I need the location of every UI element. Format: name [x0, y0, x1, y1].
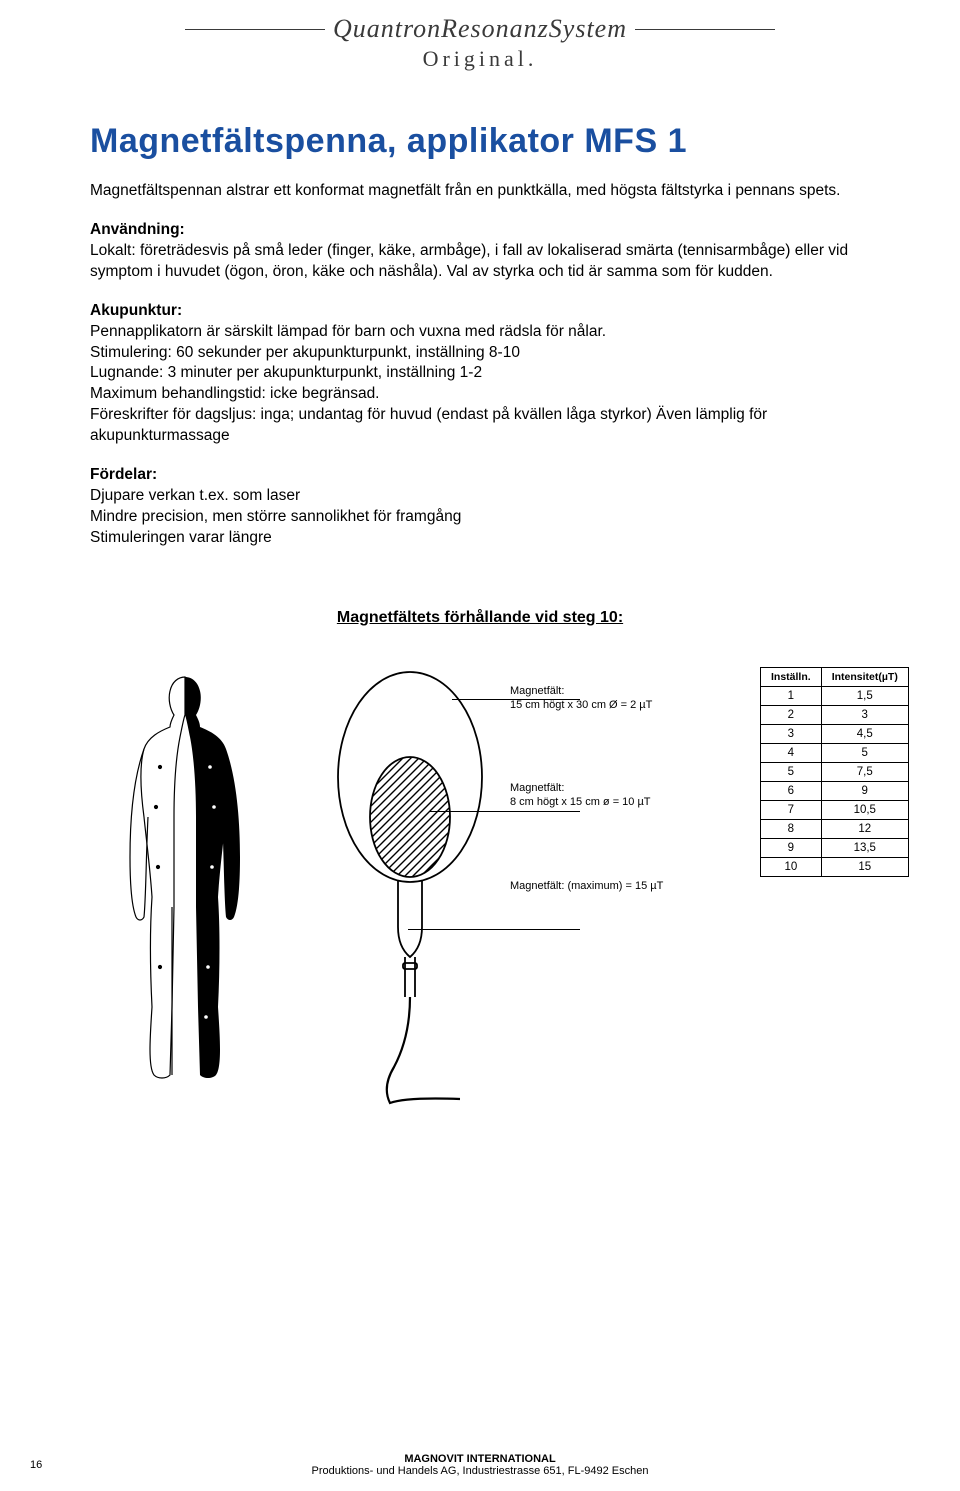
usage-heading: Användning: — [90, 221, 185, 238]
table-cell: 7,5 — [821, 762, 908, 781]
label-inner-text: 8 cm högt x 15 cm ø = 10 µT — [510, 796, 651, 808]
usage-text: Lokalt: företrädesvis på små leder (fing… — [90, 242, 848, 280]
label-inner-title: Magnetfält: — [510, 782, 730, 796]
footer: MAGNOVIT INTERNATIONAL Produktions- und … — [0, 1453, 960, 1477]
table-row: 913,5 — [761, 838, 909, 857]
adv-l3: Stimuleringen varar längre — [90, 529, 272, 546]
table-cell: 5 — [761, 762, 822, 781]
brand-header: QuantronResonanzSystem Original. — [0, 0, 960, 72]
table-h2: Intensitet(µT) — [821, 667, 908, 686]
table-row: 23 — [761, 705, 909, 724]
leader-outer — [452, 699, 580, 700]
table-cell: 13,5 — [821, 838, 908, 857]
label-outer-title: Magnetfält: — [510, 685, 730, 699]
table-row: 34,5 — [761, 724, 909, 743]
leader-max — [408, 929, 580, 930]
akupunktur-block: Akupunktur: Pennapplikatorn är särskilt … — [90, 301, 870, 447]
figure-labels: Magnetfält: 15 cm högt x 30 cm Ø = 2 µT … — [510, 667, 730, 964]
table-cell: 5 — [821, 743, 908, 762]
table-row: 11,5 — [761, 686, 909, 705]
table-row: 1015 — [761, 857, 909, 876]
figure-heading: Magnetfältets förhållande vid steg 10: — [90, 609, 870, 627]
intensity-table-wrap: Inställn. Intensitet(µT) 11,52334,54557,… — [760, 667, 909, 877]
usage-block: Användning: Lokalt: företrädesvis på små… — [90, 220, 870, 283]
table-cell: 7 — [761, 800, 822, 819]
figure-wrap: Magnetfält: 15 cm högt x 30 cm Ø = 2 µT … — [90, 667, 870, 1112]
table-cell: 4,5 — [821, 724, 908, 743]
adv-l2: Mindre precision, men större sannolikhet… — [90, 508, 461, 525]
brand-line1: QuantronResonanzSystem — [333, 14, 627, 44]
aku-l5: Föreskrifter för dagsljus: inga; undanta… — [90, 406, 767, 444]
table-cell: 12 — [821, 819, 908, 838]
advantages-block: Fördelar: Djupare verkan t.ex. som laser… — [90, 465, 870, 549]
label-outer-text: 15 cm högt x 30 cm Ø = 2 µT — [510, 699, 652, 711]
intro-paragraph: Magnetfältspennan alstrar ett konformat … — [90, 181, 870, 202]
table-cell: 1 — [761, 686, 822, 705]
aku-l4: Maximum behandlingstid: icke begränsad. — [90, 385, 380, 402]
table-cell: 6 — [761, 781, 822, 800]
table-cell: 10,5 — [821, 800, 908, 819]
leader-inner — [430, 811, 580, 812]
table-cell: 15 — [821, 857, 908, 876]
adv-l1: Djupare verkan t.ex. som laser — [90, 487, 300, 504]
table-row: 57,5 — [761, 762, 909, 781]
table-cell: 4 — [761, 743, 822, 762]
body-diagram — [100, 667, 270, 1092]
table-row: 710,5 — [761, 800, 909, 819]
footer-l1: MAGNOVIT INTERNATIONAL — [0, 1453, 960, 1465]
table-row: 69 — [761, 781, 909, 800]
table-cell: 10 — [761, 857, 822, 876]
pen-diagram — [310, 667, 510, 1112]
aku-l2: Stimulering: 60 sekunder per akupunkturp… — [90, 344, 520, 361]
table-cell: 3 — [821, 705, 908, 724]
table-cell: 9 — [761, 838, 822, 857]
table-cell: 3 — [761, 724, 822, 743]
brand-line2: Original. — [0, 46, 960, 72]
table-h1: Inställn. — [761, 667, 822, 686]
table-cell: 8 — [761, 819, 822, 838]
table-cell: 9 — [821, 781, 908, 800]
adv-heading: Fördelar: — [90, 466, 157, 483]
aku-l1: Pennapplikatorn är särskilt lämpad för b… — [90, 323, 606, 340]
table-cell: 2 — [761, 705, 822, 724]
footer-l2: Produktions- und Handels AG, Industriest… — [0, 1465, 960, 1477]
table-row: 45 — [761, 743, 909, 762]
label-max-title: Magnetfält: (maximum) = 15 µT — [510, 880, 663, 892]
table-cell: 1,5 — [821, 686, 908, 705]
aku-heading: Akupunktur: — [90, 302, 182, 319]
table-row: 812 — [761, 819, 909, 838]
page-title: Magnetfältspenna, applikator MFS 1 — [90, 122, 870, 161]
aku-l3: Lugnande: 3 minuter per akupunkturpunkt,… — [90, 364, 482, 381]
intensity-table: Inställn. Intensitet(µT) 11,52334,54557,… — [760, 667, 909, 877]
